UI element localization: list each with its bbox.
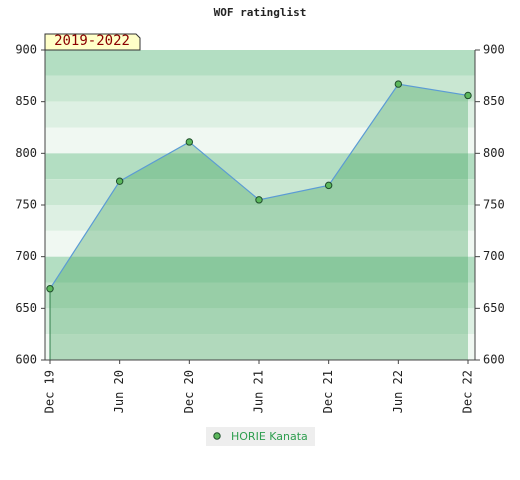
y2-tick-label: 900 <box>483 43 505 57</box>
background-band <box>45 282 475 309</box>
area <box>50 84 468 360</box>
y2-tick-label: 650 <box>483 301 505 315</box>
background-band <box>45 75 475 102</box>
y2-tick-label: 600 <box>483 353 505 367</box>
x-tick-label: Jun 22 <box>391 370 405 413</box>
marker <box>324 181 333 190</box>
x-tick-label: Jun 20 <box>112 370 126 413</box>
background-band <box>45 127 475 154</box>
y-tick-label: 750 <box>15 198 37 212</box>
chart-title: WOF ratinglist <box>214 6 307 19</box>
marker <box>394 80 403 88</box>
y-tick-label: 600 <box>15 353 37 367</box>
y-tick-label: 700 <box>15 249 37 263</box>
background-band <box>45 205 475 231</box>
background-band <box>45 256 475 283</box>
x-tick-label: Dec 21 <box>321 370 335 413</box>
y2-tick-label: 850 <box>483 94 505 108</box>
y2-tick-label: 700 <box>483 249 505 263</box>
y2-tick-label: 800 <box>483 146 505 160</box>
x-tick-label: Dec 19 <box>43 370 57 413</box>
period-box <box>44 33 141 51</box>
y2-tick-label: 750 <box>483 198 505 212</box>
marker <box>255 196 263 204</box>
background-band <box>45 308 475 335</box>
background-band <box>45 101 475 128</box>
legend-box <box>206 427 315 446</box>
period-label: 2019-2022 <box>54 33 130 49</box>
y-tick-label: 900 <box>15 43 37 57</box>
marker <box>464 91 472 100</box>
marker <box>115 177 124 185</box>
x-tick-label: Dec 20 <box>182 370 196 413</box>
x-tick-label: Jun 21 <box>252 370 266 413</box>
background-band <box>45 50 475 76</box>
y-tick-label: 800 <box>15 146 37 160</box>
legend-label: HORIE Kanata <box>231 430 308 443</box>
y-tick-label: 850 <box>15 94 37 108</box>
background-band <box>45 153 475 180</box>
marker <box>46 285 54 293</box>
background-band <box>45 230 475 257</box>
y-tick-label: 650 <box>15 301 37 315</box>
marker <box>185 138 194 146</box>
legend-marker <box>213 432 221 440</box>
x-tick-label: Dec 22 <box>461 370 475 413</box>
background-band <box>45 334 475 360</box>
